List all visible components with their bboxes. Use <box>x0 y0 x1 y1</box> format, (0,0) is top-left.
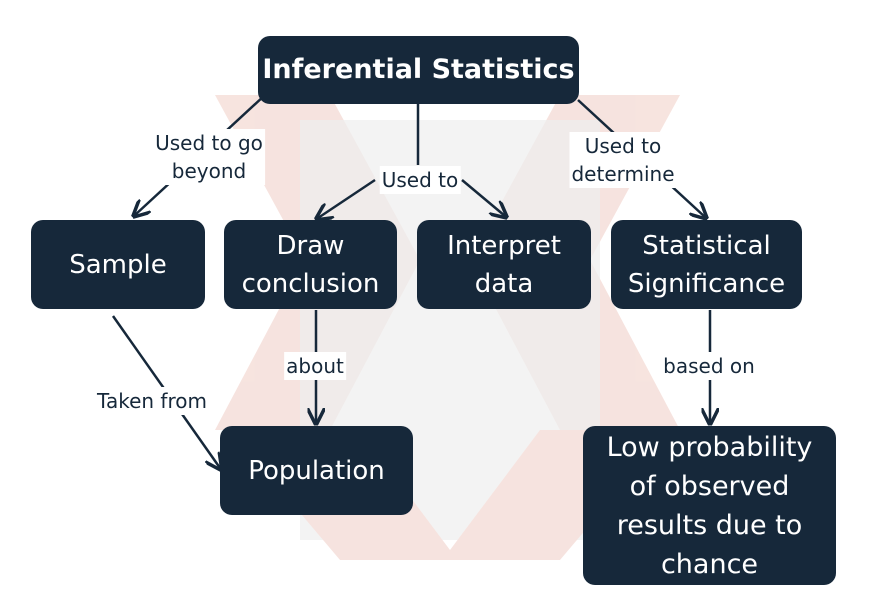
edge-branch-to-conclusion <box>318 178 376 218</box>
label-based-on: based on <box>661 352 757 380</box>
node-inferential-statistics: Inferential Statistics <box>258 36 579 104</box>
edge-branch-to-interpret <box>461 179 505 216</box>
label-used-to-determine: Used to determine <box>569 132 677 188</box>
node-interpret-data: Interpret data <box>417 220 591 309</box>
node-statistical-significance: Statistical Significance <box>611 220 802 309</box>
node-draw-conclusion: Draw conclusion <box>224 220 397 309</box>
node-population: Population <box>220 426 413 515</box>
label-used-to-go-beyond: Used to go beyond <box>153 129 265 185</box>
label-used-to: Used to <box>379 166 461 194</box>
label-about: about <box>284 352 346 380</box>
node-sample: Sample <box>31 220 205 309</box>
label-taken-from: Taken from <box>95 387 209 415</box>
node-low-probability: Low probability of observed results due … <box>583 426 836 585</box>
